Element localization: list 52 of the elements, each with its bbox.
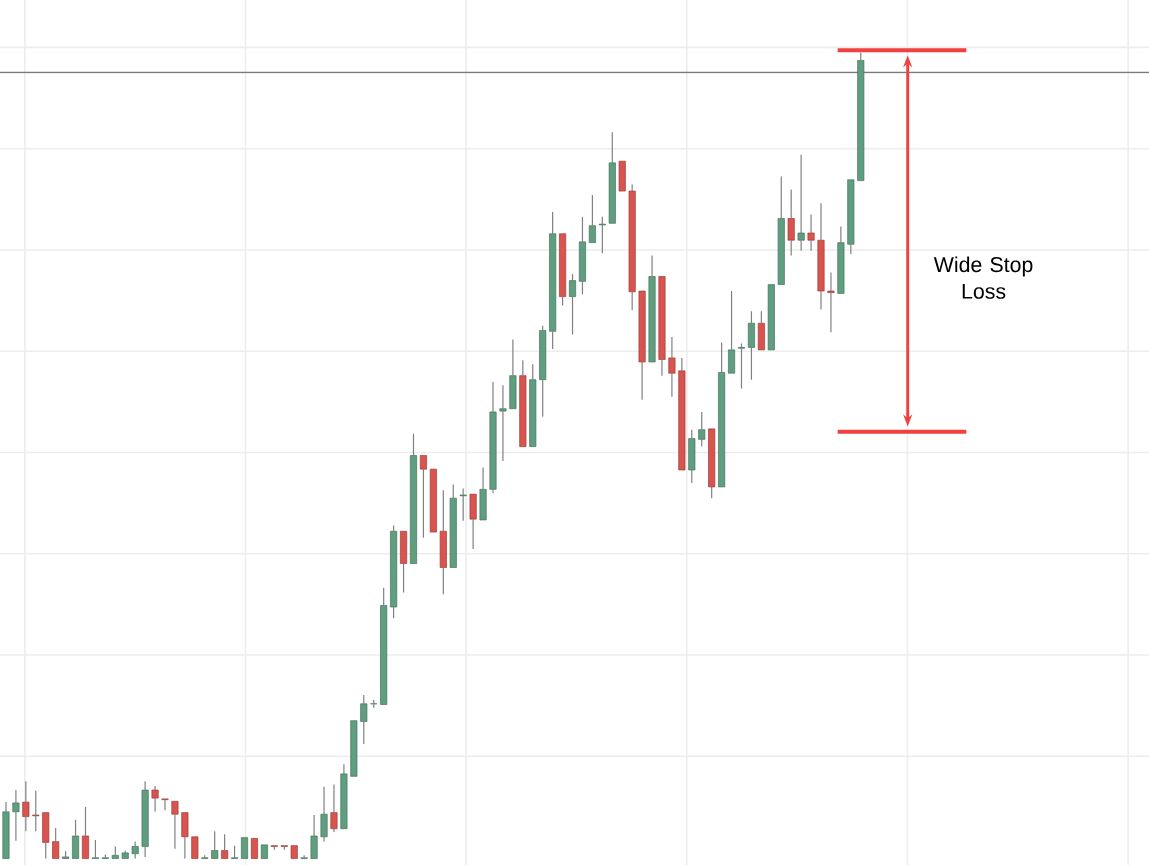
candlestick	[588, 194, 596, 243]
candlestick	[509, 338, 517, 410]
candlestick	[121, 849, 129, 859]
candlestick	[330, 783, 338, 833]
candlestick	[241, 837, 249, 859]
candlestick	[300, 854, 308, 859]
candlestick	[191, 836, 199, 859]
candlestick	[608, 131, 616, 224]
candlestick	[260, 844, 268, 859]
candlestick	[151, 785, 159, 813]
candlestick	[181, 812, 189, 860]
candlestick	[728, 290, 736, 374]
candlestick	[400, 530, 408, 594]
candlestick	[350, 720, 358, 777]
candlestick	[648, 254, 656, 363]
candlestick	[668, 336, 676, 398]
candlestick	[827, 271, 835, 333]
candlestick	[499, 384, 507, 462]
candlestick	[81, 806, 89, 859]
candlestick	[141, 780, 149, 858]
candlestick	[469, 493, 477, 550]
candlestick	[211, 830, 219, 859]
candlestick	[12, 789, 20, 842]
candlestick	[638, 290, 646, 401]
candlestick	[439, 489, 447, 595]
candlestick	[270, 845, 278, 851]
candlestick	[171, 800, 179, 850]
candlestick	[290, 845, 298, 859]
candlestick	[678, 357, 686, 471]
candlestick	[419, 455, 427, 539]
candlestick	[280, 845, 288, 851]
candlestick	[409, 433, 418, 564]
candlestick	[797, 154, 805, 252]
candlestick	[320, 786, 328, 843]
candlestick	[837, 225, 845, 294]
candlestick	[161, 798, 169, 811]
candlestick	[489, 381, 497, 494]
candlestick	[310, 814, 318, 859]
text: Wide Stop Loss	[933, 256, 1033, 299]
candlestick	[250, 838, 258, 859]
candlestick	[807, 213, 815, 252]
candlestick	[658, 276, 666, 377]
candlestick	[777, 175, 785, 285]
candlestick	[340, 763, 348, 830]
candlestick	[2, 801, 10, 859]
candlestick	[618, 160, 626, 192]
candlestick	[718, 342, 726, 488]
candlestick	[767, 284, 775, 351]
candlestick	[201, 854, 209, 859]
candlestick	[479, 466, 487, 521]
candlestick	[429, 468, 437, 533]
candlestick	[817, 202, 825, 311]
